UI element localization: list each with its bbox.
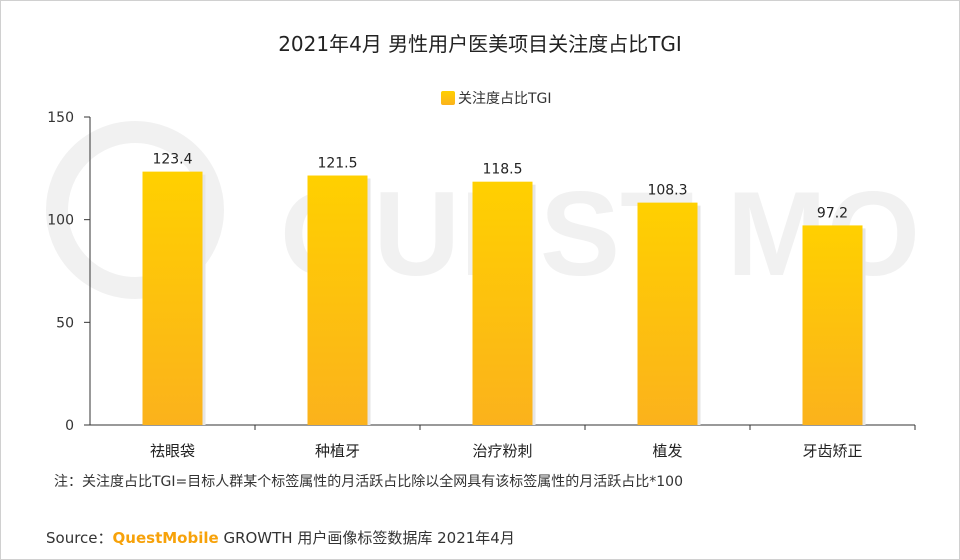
footnote: 注：关注度占比TGI=目标人群某个标签属性的月活跃占比除以全网具有该标签属性的月… xyxy=(54,474,683,490)
bar-value-label: 97.2 xyxy=(817,205,848,221)
x-tick-label: 牙齿矫正 xyxy=(802,442,862,460)
bar-value-label: 123.4 xyxy=(152,152,192,168)
source-line: Source：QuestMobile GROWTH 用户画像标签数据库 2021… xyxy=(46,527,515,548)
bar xyxy=(472,181,533,425)
bar-group: 108.3 植发 xyxy=(637,183,701,460)
y-tick-label: 100 xyxy=(47,213,74,229)
y-tick-label: 50 xyxy=(56,315,74,331)
bar-group: 97.2 牙齿矫正 xyxy=(802,205,866,460)
y-tick-label: 150 xyxy=(47,110,74,126)
x-tick-label: 祛眼袋 xyxy=(150,442,195,460)
bar xyxy=(802,225,863,425)
chart-legend: 关注度占比TGI xyxy=(441,91,552,107)
x-tick-label: 种植牙 xyxy=(315,442,360,460)
y-tick-label: 0 xyxy=(65,418,74,434)
legend-label: 关注度占比TGI xyxy=(458,91,552,107)
source-brand: QuestMobile xyxy=(112,529,219,547)
bar-group: 121.5 种植牙 xyxy=(307,156,371,460)
bar-value-label: 108.3 xyxy=(647,183,687,199)
bar xyxy=(142,171,203,425)
bar-chart: 关注度占比TGI 0 50 100 150 123.4 祛眼袋 121.5 种植牙 118.5… xyxy=(47,91,916,460)
bar-value-label: 121.5 xyxy=(317,156,357,172)
x-tick-label: 植发 xyxy=(652,442,682,460)
bar xyxy=(637,202,698,425)
chart-title: 2021年4月 男性用户医美项目关注度占比TGI xyxy=(278,32,682,56)
x-tick-label: 治疗粉刺 xyxy=(472,442,532,460)
source-prefix: Source： xyxy=(46,529,113,547)
bar-value-label: 118.5 xyxy=(482,162,522,178)
bar-group: 118.5 治疗粉刺 xyxy=(472,162,536,460)
bar-group: 123.4 祛眼袋 xyxy=(142,152,206,460)
source-description: GROWTH 用户画像标签数据库 2021年4月 xyxy=(223,529,515,547)
legend-swatch xyxy=(441,91,455,105)
bar xyxy=(307,175,368,425)
